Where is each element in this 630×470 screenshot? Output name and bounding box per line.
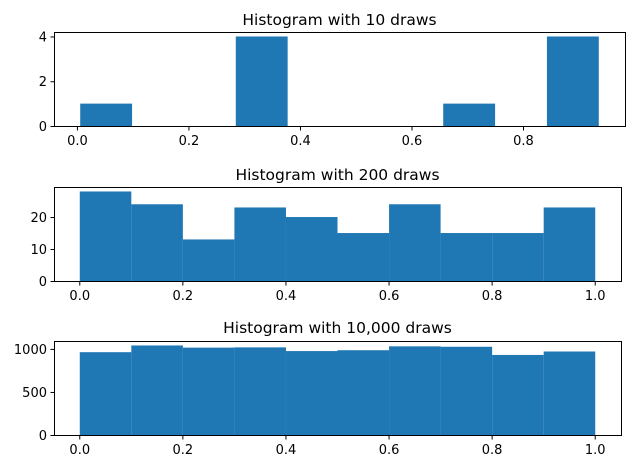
y-tick-label: 500 — [22, 386, 47, 401]
histogram-bar — [492, 354, 544, 435]
histogram-bar — [182, 347, 235, 435]
x-tick-label: 0.0 — [69, 443, 90, 458]
axes-frame — [54, 341, 622, 436]
x-tick-label: 0.2 — [173, 289, 194, 304]
histogram-bar — [131, 345, 183, 435]
x-tick-label: 0.0 — [67, 134, 88, 149]
y-tick-label: 1000 — [14, 343, 47, 358]
histogram-bar — [234, 207, 286, 281]
histogram-bar — [492, 233, 544, 281]
x-tick-label: 0.8 — [482, 289, 503, 304]
x-tick-label: 0.6 — [379, 289, 400, 304]
subplot-10000-draws: Histogram with 10,000 draws 0.0 0.2 0.4 0.6… — [14, 319, 622, 458]
histogram-bar — [79, 352, 132, 435]
x-tick-label: 1.0 — [585, 443, 606, 458]
histogram-bar — [337, 233, 390, 281]
axes-frame — [54, 32, 626, 127]
x-tick-label: 0.6 — [379, 443, 400, 458]
histogram-bar — [285, 217, 338, 281]
histogram-bar — [80, 103, 133, 126]
y-tick-label: 0 — [39, 120, 47, 135]
x-tick-label: 0.4 — [276, 289, 297, 304]
histogram-bar — [337, 350, 390, 435]
histogram-bar — [440, 346, 493, 435]
histogram-bar — [131, 204, 183, 281]
axes-frame — [54, 187, 622, 282]
histogram-bar — [234, 347, 286, 435]
subplot-200-draws: Histogram with 200 draws 0.0 0.2 0.4 0.6 0.8… — [30, 166, 622, 304]
histogram-bar — [182, 239, 235, 281]
x-tick-label: 0.4 — [290, 134, 311, 149]
y-tick-label: 10 — [30, 243, 47, 258]
histogram-bar — [543, 351, 596, 435]
histogram-bar — [235, 36, 288, 127]
histogram-bar — [389, 346, 441, 435]
chart-title: Histogram with 200 draws — [235, 166, 439, 184]
histogram-bar — [543, 207, 596, 281]
histogram-bar — [285, 351, 338, 435]
histogram-bar — [546, 36, 599, 127]
histogram-bar — [79, 191, 132, 281]
x-tick-label: 0.8 — [482, 443, 503, 458]
chart-title: Histogram with 10,000 draws — [223, 319, 452, 337]
y-tick-label: 20 — [30, 211, 47, 226]
histogram-bar — [440, 233, 493, 281]
y-tick-label: 2 — [39, 75, 47, 90]
x-tick-label: 0.4 — [276, 443, 297, 458]
x-tick-label: 0.6 — [402, 134, 423, 149]
x-tick-label: 0.2 — [179, 134, 200, 149]
x-tick-label: 1.0 — [585, 289, 606, 304]
x-tick-label: 0.0 — [69, 289, 90, 304]
y-tick-label: 0 — [39, 275, 47, 290]
histogram-bar — [389, 204, 441, 281]
x-tick-label: 0.2 — [173, 443, 194, 458]
histogram-bar — [443, 103, 496, 126]
chart-title: Histogram with 10 draws — [242, 11, 436, 29]
y-tick-label: 4 — [39, 30, 47, 45]
y-tick-label: 0 — [39, 429, 47, 444]
x-tick-label: 0.8 — [513, 134, 534, 149]
subplot-10-draws: Histogram with 10 draws 0.0 0.2 0.4 0.6 0.8 0… — [39, 11, 626, 149]
